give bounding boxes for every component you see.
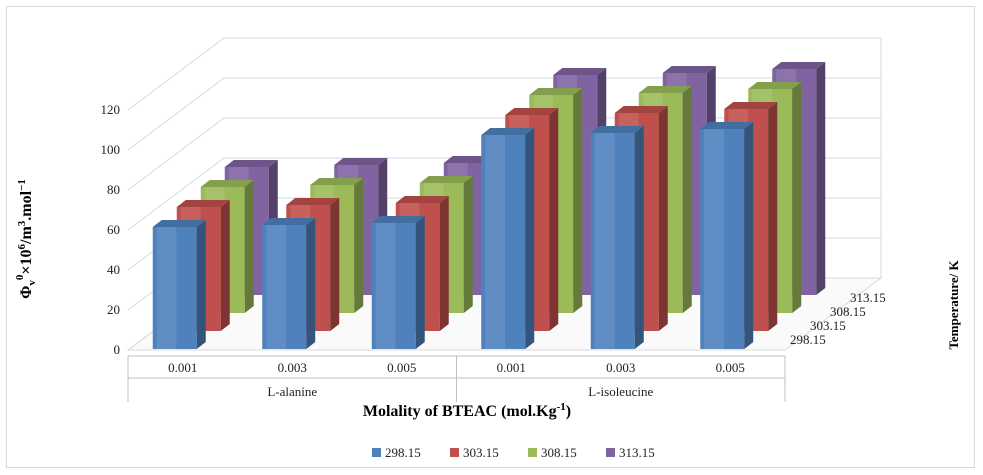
- bar-side: [330, 198, 340, 331]
- legend-swatch: [450, 448, 459, 457]
- legend: 298.15 303.15 308.15 313.15: [372, 445, 655, 460]
- bar-highlight: [156, 227, 177, 349]
- bar-top: [748, 82, 802, 89]
- x-category-label: 0.005: [387, 360, 416, 375]
- depth-tick-label: 313.15: [850, 290, 886, 305]
- bar-top: [395, 196, 449, 203]
- bar-highlight: [594, 133, 615, 349]
- bar-side: [792, 82, 802, 313]
- bar-top: [419, 176, 473, 183]
- bar-side: [220, 200, 230, 331]
- y-tick-label: 0: [114, 342, 121, 357]
- x-axis-title: Molality of BTEAC (mol.Kg-1): [363, 401, 571, 420]
- bar-side: [525, 128, 535, 349]
- legend-label: 303.15: [463, 445, 499, 460]
- bar-top: [224, 160, 278, 167]
- bar-top: [772, 62, 826, 69]
- bar-side: [658, 106, 668, 331]
- y-tick-label: 20: [107, 302, 120, 317]
- y-tick-labels: 0 20 40 60 80 100 120: [101, 102, 121, 357]
- legend-swatch: [372, 448, 381, 457]
- bar-side: [682, 86, 692, 313]
- bar: [262, 218, 316, 349]
- gridline: [127, 37, 881, 111]
- bar-side: [549, 108, 559, 331]
- chart-frame: [6, 6, 975, 468]
- bar-top: [481, 128, 535, 135]
- y-tick-label: 40: [107, 262, 120, 277]
- legend-label: 313.15: [619, 445, 655, 460]
- bar-highlight: [704, 129, 725, 349]
- bar-top: [200, 180, 254, 187]
- bar-top: [529, 88, 583, 95]
- bar: [590, 126, 644, 349]
- bar-top: [262, 218, 316, 225]
- x-group-label: L-isoleucine: [588, 384, 653, 399]
- bar-top: [371, 216, 425, 223]
- x-category-label: 0.003: [606, 360, 635, 375]
- bar-side: [439, 196, 449, 331]
- legend-swatch: [606, 448, 615, 457]
- bar-side: [196, 220, 206, 349]
- bar-top: [553, 68, 607, 75]
- bar: [152, 220, 206, 349]
- x-category-label: 0.001: [497, 360, 526, 375]
- y-tick-label: 100: [101, 142, 121, 157]
- depth-tick-label: 308.15: [830, 304, 866, 319]
- x-category-label: 0.001: [168, 360, 197, 375]
- bar-side: [306, 218, 316, 349]
- depth-tick-label: 298.15: [790, 332, 826, 347]
- y-tick-label: 80: [107, 182, 120, 197]
- bar-side: [354, 178, 364, 313]
- depth-tick-label: 303.15: [810, 318, 846, 333]
- bar-top: [286, 198, 340, 205]
- bar-top: [152, 220, 206, 227]
- bar-top: [662, 66, 716, 73]
- bar-side: [744, 122, 754, 349]
- y-tick-label: 120: [101, 102, 121, 117]
- bar-side: [768, 102, 778, 331]
- bar-top: [590, 126, 644, 133]
- x-category-label: 0.005: [716, 360, 745, 375]
- bar-top: [614, 106, 668, 113]
- bar-side: [415, 216, 425, 349]
- gridline: [127, 77, 881, 151]
- bar-highlight: [266, 225, 287, 349]
- y-axis-title: Φv0×106/m3.mol−1: [14, 179, 38, 299]
- bar-top: [505, 108, 559, 115]
- bar-top: [724, 102, 778, 109]
- bar-top: [176, 200, 230, 207]
- bar-highlight: [375, 223, 396, 349]
- depth-axis-title: Temperature/ K: [946, 260, 961, 350]
- bar-top: [334, 158, 388, 165]
- bar-top: [638, 86, 692, 93]
- bars: [152, 62, 826, 349]
- y-tick-label: 60: [107, 222, 120, 237]
- bar-side: [573, 88, 583, 313]
- bar-side: [816, 62, 826, 295]
- legend-label: 308.15: [541, 445, 577, 460]
- bar-highlight: [485, 135, 506, 349]
- bar-top: [310, 178, 364, 185]
- bar: [481, 128, 535, 349]
- bar: [700, 122, 754, 349]
- bar-side: [244, 180, 254, 313]
- bar: [371, 216, 425, 349]
- legend-swatch: [528, 448, 537, 457]
- legend-label: 298.15: [385, 445, 421, 460]
- bar-side: [463, 176, 473, 313]
- x-category-label: 0.003: [278, 360, 307, 375]
- bar-top: [700, 122, 754, 129]
- bar-side: [634, 126, 644, 349]
- x-group-label: L-alanine: [267, 384, 317, 399]
- x-category-labels: 0.001 0.003 0.005 0.001 0.003 0.005 L-alanine L…: [127, 355, 786, 402]
